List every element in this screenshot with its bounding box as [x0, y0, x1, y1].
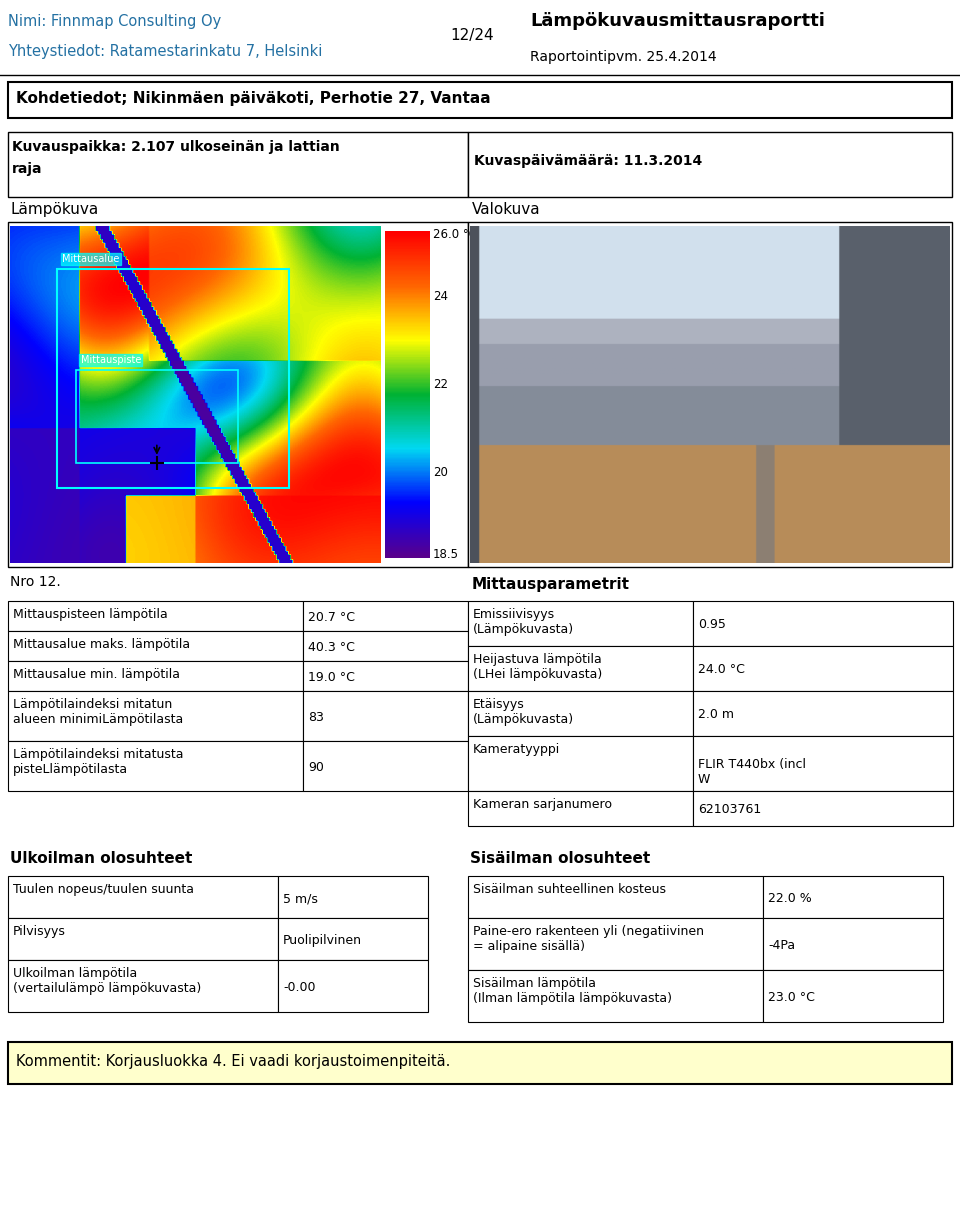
Text: 20.7 °C: 20.7 °C	[308, 612, 355, 624]
Text: Lämpötilaindeksi mitatun
alueen minimiLämpötilasta: Lämpötilaindeksi mitatun alueen minimiLä…	[13, 698, 183, 726]
Bar	[763, 919, 943, 970]
Text: 40.3 °C: 40.3 °C	[308, 641, 355, 655]
Text: Heijastuva lämpötila
(LHei lämpökuvasta): Heijastuva lämpötila (LHei lämpökuvasta)	[473, 653, 602, 682]
Text: Kommentit: Korjausluokka 4. Ei vaadi korjaustoimenpiteitä.: Kommentit: Korjausluokka 4. Ei vaadi kor…	[16, 1054, 450, 1070]
Text: Lämpötilaindeksi mitatusta
pisteLlämpötilasta: Lämpötilaindeksi mitatusta pisteLlämpöti…	[13, 748, 183, 776]
Text: 2.0 m: 2.0 m	[698, 709, 734, 721]
Text: 24.0 °C: 24.0 °C	[698, 663, 745, 675]
Bar	[8, 1043, 952, 1084]
Text: Yhteystiedot: Ratamestarinkatu 7, Helsinki: Yhteystiedot: Ratamestarinkatu 7, Helsin…	[8, 44, 323, 59]
Bar	[693, 736, 953, 791]
Bar	[8, 740, 303, 791]
Text: Etäisyys
(Lämpökuvasta): Etäisyys (Lämpökuvasta)	[473, 698, 574, 726]
Text: Valokuva: Valokuva	[472, 201, 540, 217]
Bar	[468, 791, 693, 826]
Text: Emissiivisyys
(Lämpökuvasta): Emissiivisyys (Lämpökuvasta)	[473, 608, 574, 636]
Text: Mittausparametrit: Mittausparametrit	[472, 577, 630, 592]
Text: Mittausalue min. lämpötila: Mittausalue min. lämpötila	[13, 668, 180, 682]
Text: Mittauspisteen lämpötila: Mittauspisteen lämpötila	[13, 608, 168, 621]
Text: Paine-ero rakenteen yli (negatiivinen
= alipaine sisällä): Paine-ero rakenteen yli (negatiivinen = …	[473, 925, 704, 953]
Text: Lämpökuva: Lämpökuva	[10, 201, 98, 217]
Bar	[468, 919, 763, 970]
Bar	[303, 661, 468, 691]
Bar	[468, 736, 693, 791]
Text: -0.00: -0.00	[283, 981, 316, 993]
Text: Kuvauspaikka: 2.107 ulkoseinän ja lattian: Kuvauspaikka: 2.107 ulkoseinän ja lattia…	[12, 140, 340, 154]
Text: 12/24: 12/24	[450, 28, 493, 43]
Bar	[468, 970, 763, 1022]
Text: Nro 12.: Nro 12.	[10, 575, 60, 589]
Bar	[468, 600, 693, 646]
Bar	[468, 646, 693, 691]
Text: Mittauspiste: Mittauspiste	[81, 355, 141, 365]
Text: Kuvaspäivämäärä: 11.3.2014: Kuvaspäivämäärä: 11.3.2014	[474, 154, 703, 168]
Bar	[303, 691, 468, 740]
Bar	[278, 960, 428, 1012]
Bar	[763, 876, 943, 919]
Text: Ulkoilman lämpötila
(vertailulämpö lämpökuvasta): Ulkoilman lämpötila (vertailulämpö lämpö…	[13, 966, 202, 995]
Text: Kameran sarjanumero: Kameran sarjanumero	[473, 798, 612, 810]
Text: Lämpökuvausmittausraportti: Lämpökuvausmittausraportti	[530, 12, 825, 29]
Text: Sisäilman lämpötila
(Ilman lämpötila lämpökuvasta): Sisäilman lämpötila (Ilman lämpötila läm…	[473, 977, 672, 1005]
Bar	[278, 919, 428, 960]
Text: 18.5: 18.5	[433, 548, 459, 561]
Bar	[693, 691, 953, 736]
Text: 83: 83	[308, 711, 324, 725]
Text: FLIR T440bx (incl
W: FLIR T440bx (incl W	[698, 758, 806, 786]
Bar	[8, 131, 468, 196]
Bar	[8, 960, 278, 1012]
Bar	[468, 131, 952, 196]
Text: Ulkoilman olosuhteet: Ulkoilman olosuhteet	[10, 851, 192, 866]
Bar	[763, 970, 943, 1022]
Bar	[278, 876, 428, 919]
Bar	[8, 919, 278, 960]
Text: 24: 24	[433, 290, 448, 303]
Text: Kameratyyppi: Kameratyyppi	[473, 743, 561, 756]
Text: Sisäilman suhteellinen kosteus: Sisäilman suhteellinen kosteus	[473, 883, 666, 896]
Text: Sisäilman olosuhteet: Sisäilman olosuhteet	[470, 851, 650, 866]
Bar	[468, 876, 763, 919]
Bar	[8, 600, 303, 631]
Bar	[693, 791, 953, 826]
Bar	[468, 691, 693, 736]
Text: Nimi: Finnmap Consulting Oy: Nimi: Finnmap Consulting Oy	[8, 14, 221, 29]
Text: 62103761: 62103761	[698, 803, 761, 815]
Text: Tuulen nopeus/tuulen suunta: Tuulen nopeus/tuulen suunta	[13, 883, 194, 896]
Text: 19.0 °C: 19.0 °C	[308, 670, 355, 684]
Text: raja: raja	[12, 162, 42, 176]
Bar	[76, 370, 238, 463]
Text: 0.95: 0.95	[698, 618, 726, 631]
Bar	[58, 269, 289, 488]
Bar	[693, 600, 953, 646]
Text: Mittausalue maks. lämpötila: Mittausalue maks. lämpötila	[13, 639, 190, 651]
Bar	[8, 661, 303, 691]
Text: Pilvisyys: Pilvisyys	[13, 925, 66, 938]
Text: Mittausalue: Mittausalue	[62, 254, 119, 264]
Text: 90: 90	[308, 761, 324, 774]
Text: 5 m/s: 5 m/s	[283, 892, 318, 905]
Text: Puolipilvinen: Puolipilvinen	[283, 935, 362, 947]
Bar	[303, 631, 468, 661]
Bar	[8, 222, 468, 567]
Bar	[468, 222, 952, 567]
Text: 26.0 °C: 26.0 °C	[433, 228, 477, 241]
Bar	[693, 646, 953, 691]
Text: Kohdetiedot; Nikinmäen päiväkoti, Perhotie 27, Vantaa: Kohdetiedot; Nikinmäen päiväkoti, Perhot…	[16, 91, 491, 106]
Bar	[8, 82, 952, 118]
Bar	[8, 631, 303, 661]
Text: Raportointipvm. 25.4.2014: Raportointipvm. 25.4.2014	[530, 50, 716, 64]
Text: 20: 20	[433, 467, 448, 479]
Text: 22: 22	[433, 378, 448, 392]
Bar	[8, 691, 303, 740]
Bar	[8, 876, 278, 919]
Text: 23.0 °C: 23.0 °C	[768, 991, 815, 1005]
Bar	[303, 740, 468, 791]
Text: 22.0 %: 22.0 %	[768, 892, 812, 905]
Bar	[303, 600, 468, 631]
Text: -4Pa: -4Pa	[768, 939, 795, 952]
